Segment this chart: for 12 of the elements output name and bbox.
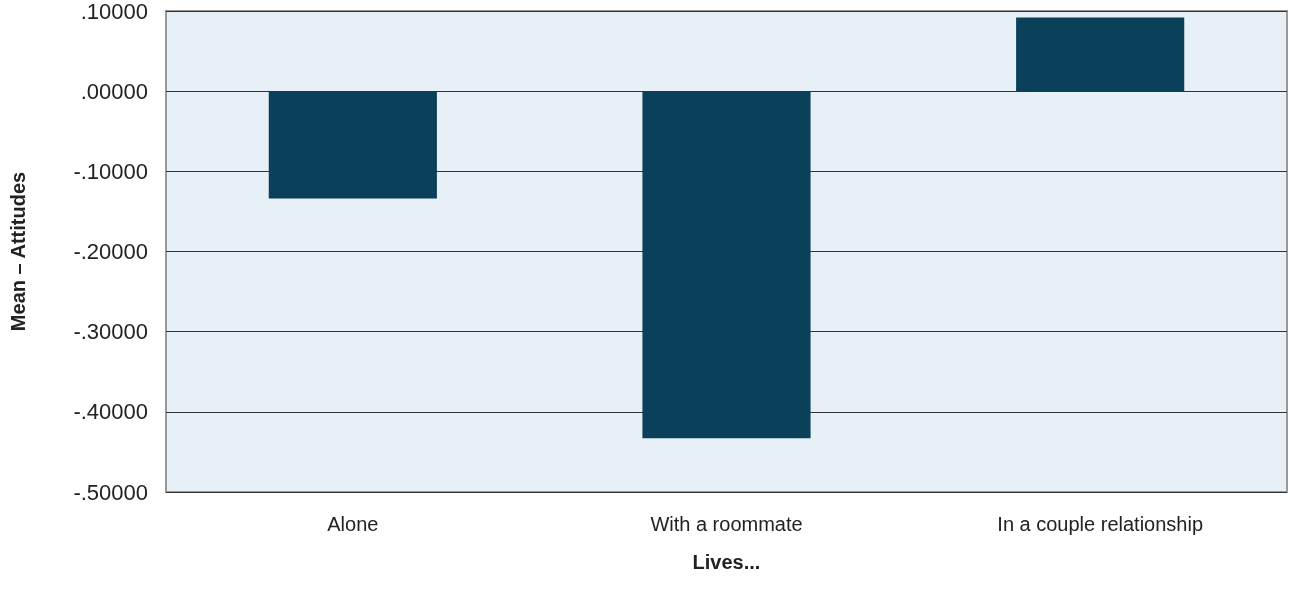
x-tick-label: Alone	[327, 513, 379, 535]
y-tick-label: -.10000	[73, 158, 148, 184]
y-tick-label: .10000	[80, 0, 148, 24]
y-tick-label: -.30000	[73, 319, 148, 345]
x-tick-label: In a couple relationship	[997, 513, 1204, 535]
y-tick-label: -.50000	[73, 479, 148, 505]
y-tick-label: .00000	[80, 78, 148, 104]
x-axis-title: Lives...	[692, 551, 761, 573]
x-tick-label: With a roommate	[650, 513, 803, 535]
y-tick-label: -.20000	[73, 239, 148, 264]
y-axis-title: Mean – Attitudes	[7, 171, 29, 332]
y-tick-label: -.40000	[73, 399, 148, 425]
